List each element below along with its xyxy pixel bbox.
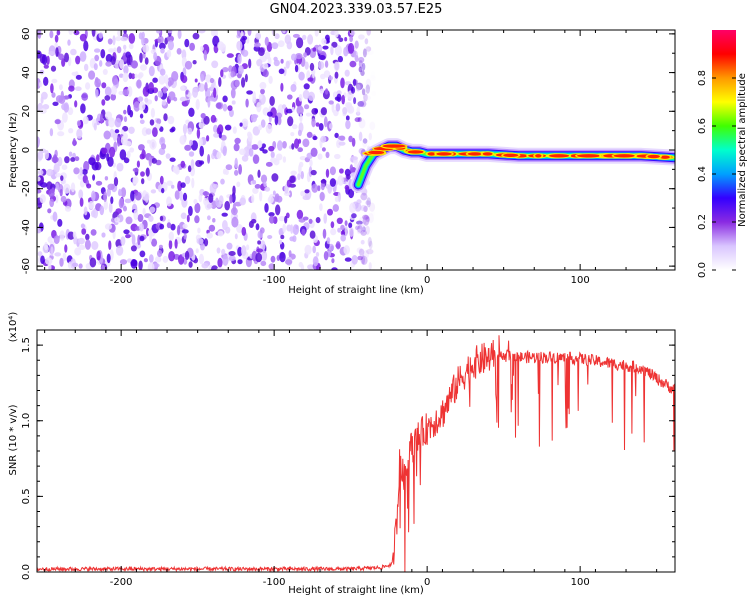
colorbar-label: Normalized spectral amplitude [737, 73, 748, 227]
heatmap-y-axis-label: Frequency (Hz) [8, 112, 19, 188]
heatmap-y-tick-label: 20 [21, 105, 32, 118]
signal-hotspot [382, 144, 406, 148]
snr-y-multiplier: (x10⁴) [8, 312, 19, 343]
snr-y-tick-label: 1.0 [21, 413, 32, 429]
snr-line [37, 335, 675, 572]
signal-hotspot [407, 150, 424, 154]
signal-hotspot [577, 154, 601, 158]
snr-x-tick-label: -200 [110, 577, 133, 588]
heatmap-y-tick-label: -60 [21, 258, 32, 274]
signal-hotspot [535, 154, 542, 158]
heatmap-x-tick-label: -100 [263, 275, 286, 286]
signal-hotspot [482, 152, 493, 156]
snr-x-tick-label: 100 [571, 577, 590, 588]
heatmap-y-tick-label: -40 [21, 219, 32, 235]
signal-hotspot [427, 152, 436, 156]
signal-hotspot [368, 150, 385, 155]
signal-hotspot [436, 152, 452, 156]
heatmap-x-axis-label: Height of straight line (km) [288, 285, 424, 296]
snr-line-series [37, 335, 675, 572]
snr-x-tick-label: -100 [263, 577, 286, 588]
signal-hotspot [467, 152, 483, 156]
signal-hotspot [660, 155, 670, 159]
snr-y-tick-label: 0.5 [21, 488, 32, 504]
signal-hotspot [613, 154, 635, 158]
heatmap-x-tick-label: 0 [424, 275, 430, 286]
heatmap-y-tick-label: 40 [21, 66, 32, 79]
page-title: GN04.2023.339.03.57.E25 [269, 2, 443, 17]
signal-hotspot [647, 154, 660, 159]
colorbar-tick-label: 0.6 [697, 118, 708, 134]
heatmap-y-tick-label: 60 [21, 28, 32, 41]
colorbar [712, 30, 736, 270]
signal-hotspot [549, 154, 570, 158]
colorbar-tick-label: 0.0 [697, 262, 708, 278]
heatmap-x-tick-label: -200 [110, 275, 133, 286]
signal-hotspot [503, 153, 519, 157]
heatmap-noise-region [37, 30, 376, 270]
colorbar-tick-label: 0.8 [697, 70, 708, 86]
colorbar-tick-label: 0.4 [697, 166, 708, 182]
snr-y-tick-label: 1.5 [21, 337, 32, 353]
snr-y-axis-label: SNR (10 * v/v) [8, 404, 19, 475]
heatmap-y-tick-label: -20 [21, 181, 32, 197]
snr-x-axis-label: Height of straight line (km) [288, 585, 424, 596]
snr-y-tick-label: 0.0 [21, 564, 32, 580]
snr-axes: -200 -100 0 100 0.0 0.5 1.0 1.5 [21, 330, 675, 588]
snr-x-tick-label: 0 [424, 577, 430, 588]
heatmap-signal-track [350, 138, 675, 193]
snr-frame [36, 329, 676, 573]
colorbar-tick-label: 0.2 [697, 214, 708, 230]
colorbar-ticks: 0.0 0.2 0.4 0.6 0.8 [697, 70, 736, 278]
heatmap-x-tick-label: 100 [571, 275, 590, 286]
heatmap-y-tick-label: 0 [21, 147, 32, 153]
